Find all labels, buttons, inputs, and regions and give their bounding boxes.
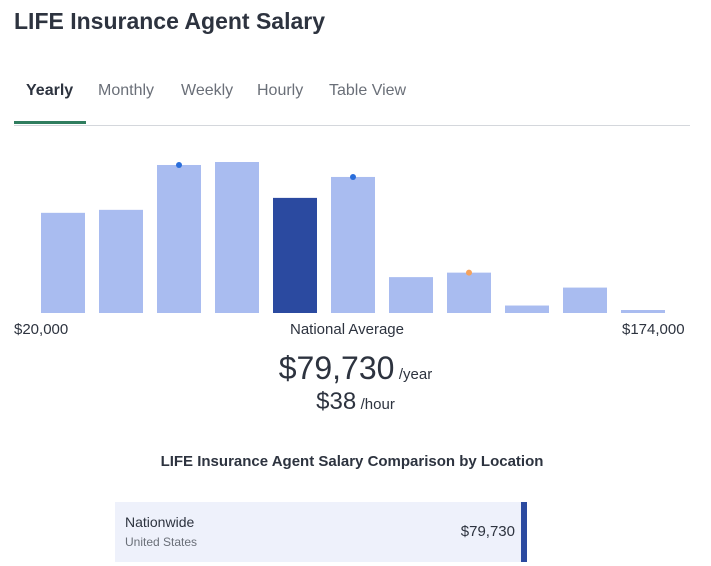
histogram-bar: [389, 277, 433, 313]
axis-min-label: $20,000: [14, 321, 69, 338]
salary-histogram: [41, 161, 665, 313]
hourly-amount: $38: [316, 388, 357, 415]
histogram-marker-dot: [176, 161, 182, 168]
location-salary-marker: [521, 502, 527, 562]
axis-max-label: $174,000: [622, 321, 685, 338]
histogram-bar: [157, 164, 201, 313]
histogram-bar: [41, 212, 85, 313]
location-row-nationwide[interactable]: Nationwide United States $79,730: [115, 502, 521, 562]
histogram-bar: [215, 162, 259, 313]
period-tabs: Yearly Monthly Weekly Hourly Table View: [14, 70, 690, 126]
yearly-average: $79,730 /year: [0, 350, 711, 387]
tab-monthly[interactable]: Monthly: [98, 82, 155, 99]
page-title: LIFE Insurance Agent Salary: [14, 8, 326, 34]
location-salary: $79,730: [460, 523, 515, 540]
histogram-bar: [447, 272, 491, 313]
histogram-bar: [621, 310, 665, 313]
tab-weekly[interactable]: Weekly: [181, 82, 234, 99]
yearly-unit: /year: [398, 366, 433, 383]
histogram-marker-dot: [466, 269, 472, 276]
comparison-title: LIFE Insurance Agent Salary Comparison b…: [160, 453, 544, 470]
active-tab-indicator: [14, 121, 86, 124]
histogram-bar: [505, 305, 549, 313]
location-country: United States: [125, 535, 198, 549]
yearly-amount: $79,730: [278, 350, 395, 386]
hourly-average: $38 /hour: [0, 388, 711, 416]
tab-yearly[interactable]: Yearly: [26, 82, 74, 99]
histogram-bar: [99, 209, 143, 313]
location-name: Nationwide: [125, 514, 195, 530]
histogram-bar: [331, 176, 375, 313]
tab-table-view[interactable]: Table View: [329, 82, 407, 99]
histogram-marker-dot: [350, 173, 356, 180]
hourly-unit: /hour: [360, 396, 395, 413]
histogram-bar: [273, 197, 317, 313]
histogram-bar: [563, 287, 607, 313]
axis-center-label: National Average: [290, 321, 404, 338]
tab-hourly[interactable]: Hourly: [257, 82, 304, 99]
